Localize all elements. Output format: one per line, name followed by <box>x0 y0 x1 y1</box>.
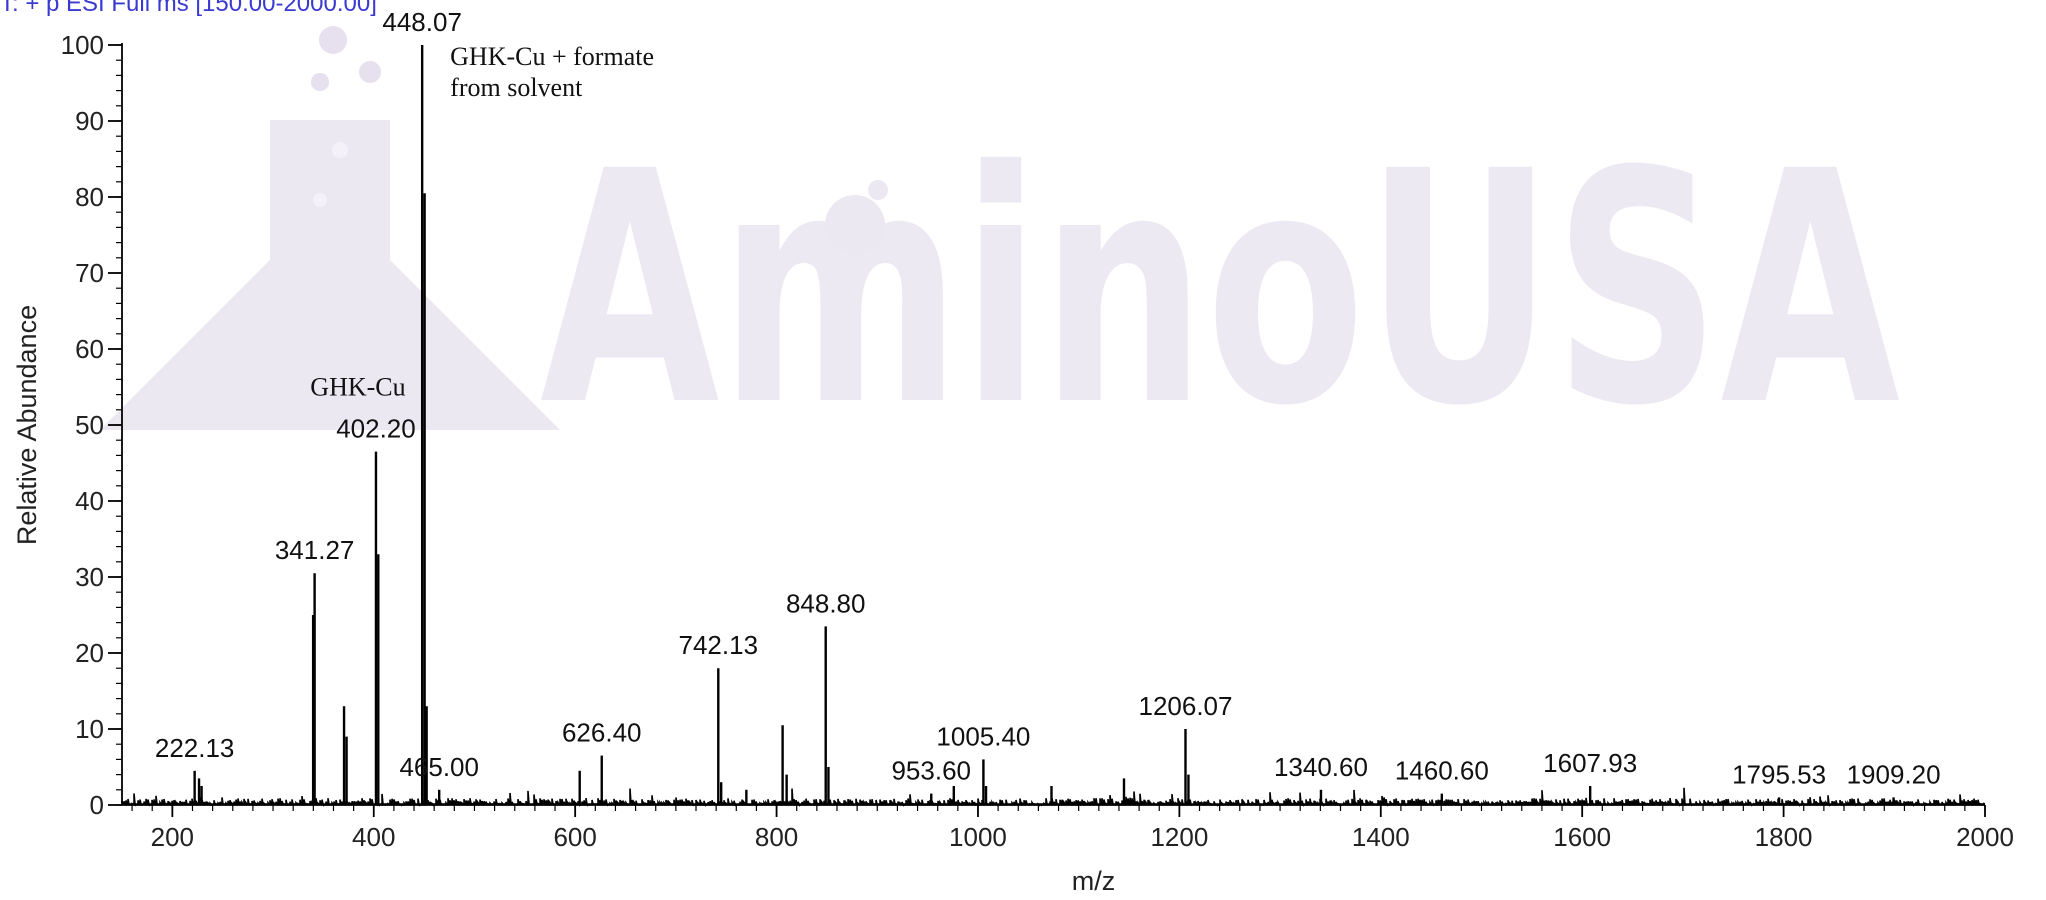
y-tick-label: 40 <box>75 486 104 516</box>
peak-label: 1460.60 <box>1395 756 1489 786</box>
peak-label: 222.13 <box>155 733 235 763</box>
x-tick-label: 2000 <box>1956 822 2014 852</box>
x-tick-label: 1600 <box>1553 822 1611 852</box>
peak-annotation: GHK-Cu <box>310 373 405 402</box>
peak-label: 402.20 <box>336 414 416 444</box>
peak-label: 1340.60 <box>1274 752 1368 782</box>
peak-labels: 222.13 341.27 402.20 448.07 465.00 626.40 742.… <box>155 7 1941 789</box>
axes: 0 10 20 30 40 50 60 70 80 90 100 200 400 600 800 1000 12… <box>12 30 2014 896</box>
y-tick-label: 70 <box>75 258 104 288</box>
y-tick-label: 10 <box>75 714 104 744</box>
peak-label: 1909.20 <box>1847 759 1941 789</box>
peak-label: 848.80 <box>786 588 866 618</box>
peak-label: 742.13 <box>679 630 759 660</box>
x-tick-label: 1800 <box>1755 822 1813 852</box>
x-tick-label: 1200 <box>1150 822 1208 852</box>
peak-label: 465.00 <box>399 752 479 782</box>
peak-annotation: from solvent <box>450 73 583 102</box>
peak-label: 1206.07 <box>1138 691 1232 721</box>
y-tick-label: 50 <box>75 410 104 440</box>
peak-label: 626.40 <box>562 718 642 748</box>
scan-header: T: + p ESI Full ms [150.00-2000.00] <box>0 0 377 17</box>
y-tick-label: 0 <box>90 790 104 820</box>
peak-label: 341.27 <box>275 535 355 565</box>
y-axis-title: Relative Abundance <box>12 305 42 545</box>
peak-annotation: GHK-Cu + formate <box>450 42 654 71</box>
y-tick-label: 60 <box>75 334 104 364</box>
y-tick-label: 100 <box>61 30 104 60</box>
y-tick-label: 90 <box>75 106 104 136</box>
peak-label: 1005.40 <box>936 721 1030 751</box>
spectrum-trace <box>121 45 1986 807</box>
watermark-logo: AminoUSA <box>100 26 1902 476</box>
flask-icon <box>100 26 560 430</box>
baseline-noise <box>121 787 1986 807</box>
x-tick-label: 1400 <box>1352 822 1410 852</box>
peak-label: 1795.53 <box>1732 759 1826 789</box>
x-tick-label: 400 <box>352 822 395 852</box>
peak-label: 1607.93 <box>1543 748 1637 778</box>
y-tick-label: 20 <box>75 638 104 668</box>
x-tick-label: 1000 <box>949 822 1007 852</box>
y-tick-label: 30 <box>75 562 104 592</box>
x-tick-label: 200 <box>151 822 194 852</box>
x-axis-title: m/z <box>1072 866 1116 896</box>
peak-label: 953.60 <box>891 756 971 786</box>
peak-label: 448.07 <box>382 7 462 37</box>
watermark-text: AminoUSA <box>540 104 1902 476</box>
x-tick-label: 800 <box>755 822 798 852</box>
y-tick-label: 80 <box>75 182 104 212</box>
x-tick-label: 600 <box>553 822 596 852</box>
